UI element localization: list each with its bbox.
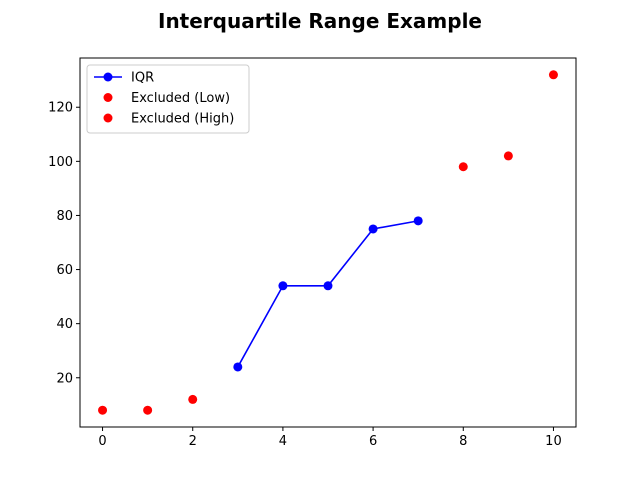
- legend-label-iqr: IQR: [131, 71, 154, 86]
- chart-title: Interquartile Range Example: [158, 9, 482, 33]
- legend-marker-iqr: [103, 72, 113, 82]
- data-point-excluded-high: [548, 70, 558, 80]
- legend-box: [86, 64, 250, 134]
- x-tick-label: 4: [279, 434, 287, 449]
- data-point-iqr: [278, 281, 288, 291]
- data-point-excluded-low: [188, 394, 198, 404]
- series-layer: [98, 70, 558, 415]
- x-tick-label: 10: [545, 434, 562, 449]
- x-tick-label: 8: [459, 434, 467, 449]
- legend-marker-excluded-low: [103, 93, 113, 102]
- y-tick-label: 20: [56, 371, 73, 386]
- x-tick-label: 6: [369, 434, 377, 449]
- y-tick-label: 120: [48, 101, 73, 116]
- plot-frame: [79, 57, 577, 428]
- x-tick-label: 2: [189, 434, 197, 449]
- data-point-iqr: [323, 281, 333, 291]
- legend-label-excluded-low: Excluded (Low): [131, 91, 230, 106]
- data-point-iqr: [413, 216, 423, 226]
- data-point-excluded-low: [143, 405, 153, 415]
- x-tick-label: 0: [98, 434, 106, 449]
- y-tick-label: 100: [48, 155, 73, 170]
- y-tick-label: 40: [56, 317, 73, 332]
- legend-label-excluded-high: Excluded (High): [131, 112, 234, 127]
- data-point-iqr: [368, 224, 378, 234]
- y-tick-label: 80: [56, 209, 73, 224]
- x-axis: 0 2 4 6 8 10: [98, 427, 562, 449]
- data-point-excluded-low: [98, 405, 108, 415]
- data-point-iqr: [233, 362, 243, 372]
- y-tick-label: 60: [56, 263, 73, 278]
- legend-marker-excluded-high: [103, 113, 113, 123]
- legend: IQR Excluded (Low) Excluded (High): [86, 64, 250, 134]
- data-point-excluded-high: [503, 151, 513, 161]
- y-axis: 20 40 60 80 100 120: [48, 101, 80, 386]
- data-point-excluded-high: [458, 162, 468, 172]
